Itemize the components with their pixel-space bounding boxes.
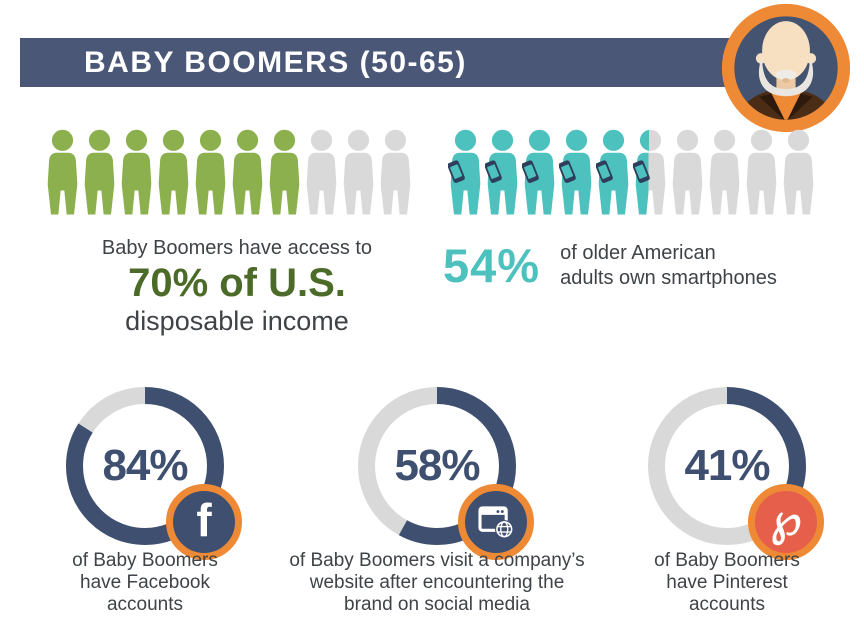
avatar (719, 1, 853, 135)
person-icon (380, 129, 411, 215)
smartphone-stat-line1: of older American (560, 241, 716, 264)
person-icon (47, 129, 78, 215)
donut-caption-line: of Baby Boomers (72, 550, 218, 571)
page-title: BABY BOOMERS (50-65) (84, 45, 467, 79)
person-icon (84, 129, 115, 215)
donut-caption-line: accounts (688, 594, 766, 615)
person-icon (269, 129, 300, 215)
website-icon (477, 505, 513, 539)
person-icon (672, 129, 703, 215)
pinterest-icon: ℘ (769, 492, 803, 546)
person-icon (485, 129, 518, 215)
donut-chart: 84% f (60, 381, 242, 560)
income-outro-text: disposable income (125, 306, 349, 336)
person-icon (232, 129, 263, 215)
donut-ring: 58% (352, 381, 534, 560)
donut-chart: 41% ℘ (642, 381, 824, 560)
donut-value-label: 58% (394, 441, 480, 490)
person-icon (633, 129, 666, 215)
donut-caption-line: have Pinterest (666, 572, 788, 593)
person-icon (158, 129, 189, 215)
donut-ring: 84% f (60, 381, 242, 560)
income-intro-text: Baby Boomers have access to (101, 237, 373, 259)
donut-ring-svg (648, 387, 806, 545)
person-icon (343, 129, 374, 215)
pictogram-income (45, 129, 413, 217)
smartphone-caption: 54% of older American adults own smartph… (443, 238, 777, 293)
social-badge: f (166, 484, 242, 560)
donut-caption-line: brand on social media (344, 594, 530, 615)
donut-caption-line: have Facebook (80, 572, 210, 593)
donut-ring-svg (66, 387, 224, 545)
donut-caption-line: of Baby Boomers (654, 550, 800, 571)
donut-caption: of Baby Boomers have Facebook accounts (25, 550, 265, 616)
donut-caption: of Baby Boomers visit a company’s website… (257, 550, 617, 616)
person-icon (522, 129, 555, 215)
person-icon (709, 129, 740, 215)
facebook-icon: f (196, 494, 212, 546)
income-highlight-text: 70% of U.S. (128, 261, 346, 305)
person-icon (448, 129, 481, 215)
donut-value-label: 84% (102, 441, 188, 490)
person-icon (559, 129, 592, 215)
donut-value-label: 41% (684, 441, 770, 490)
person-icon (783, 129, 814, 215)
header-bar: BABY BOOMERS (50-65) (20, 38, 736, 87)
person-icon (195, 129, 226, 215)
pictogram-smartphones (448, 129, 816, 217)
person-icon (121, 129, 152, 215)
income-caption: Baby Boomers have access to 70% of U.S. … (42, 236, 432, 336)
person-icon (746, 129, 777, 215)
donut-caption-line: accounts (106, 594, 184, 615)
donut-caption-line: website after encountering the (309, 572, 565, 593)
person-icon (306, 129, 337, 215)
smartphone-stat-text: of older American adults own smartphones (560, 241, 777, 291)
donut-caption-line: of Baby Boomers visit a company’s (289, 550, 585, 571)
smartphone-stat-line2: adults own smartphones (560, 266, 777, 289)
donut-chart: 58% (352, 381, 534, 560)
social-badge (458, 484, 534, 560)
baby-boomer-avatar-icon (721, 3, 851, 133)
donut-caption: of Baby Boomers have Pinterest accounts (617, 550, 837, 616)
person-icon (596, 129, 629, 215)
donut-ring: 41% ℘ (642, 381, 824, 560)
donut-ring-svg (358, 387, 516, 545)
smartphone-stat-value: 54% (443, 239, 541, 292)
social-badge: ℘ (748, 484, 824, 560)
